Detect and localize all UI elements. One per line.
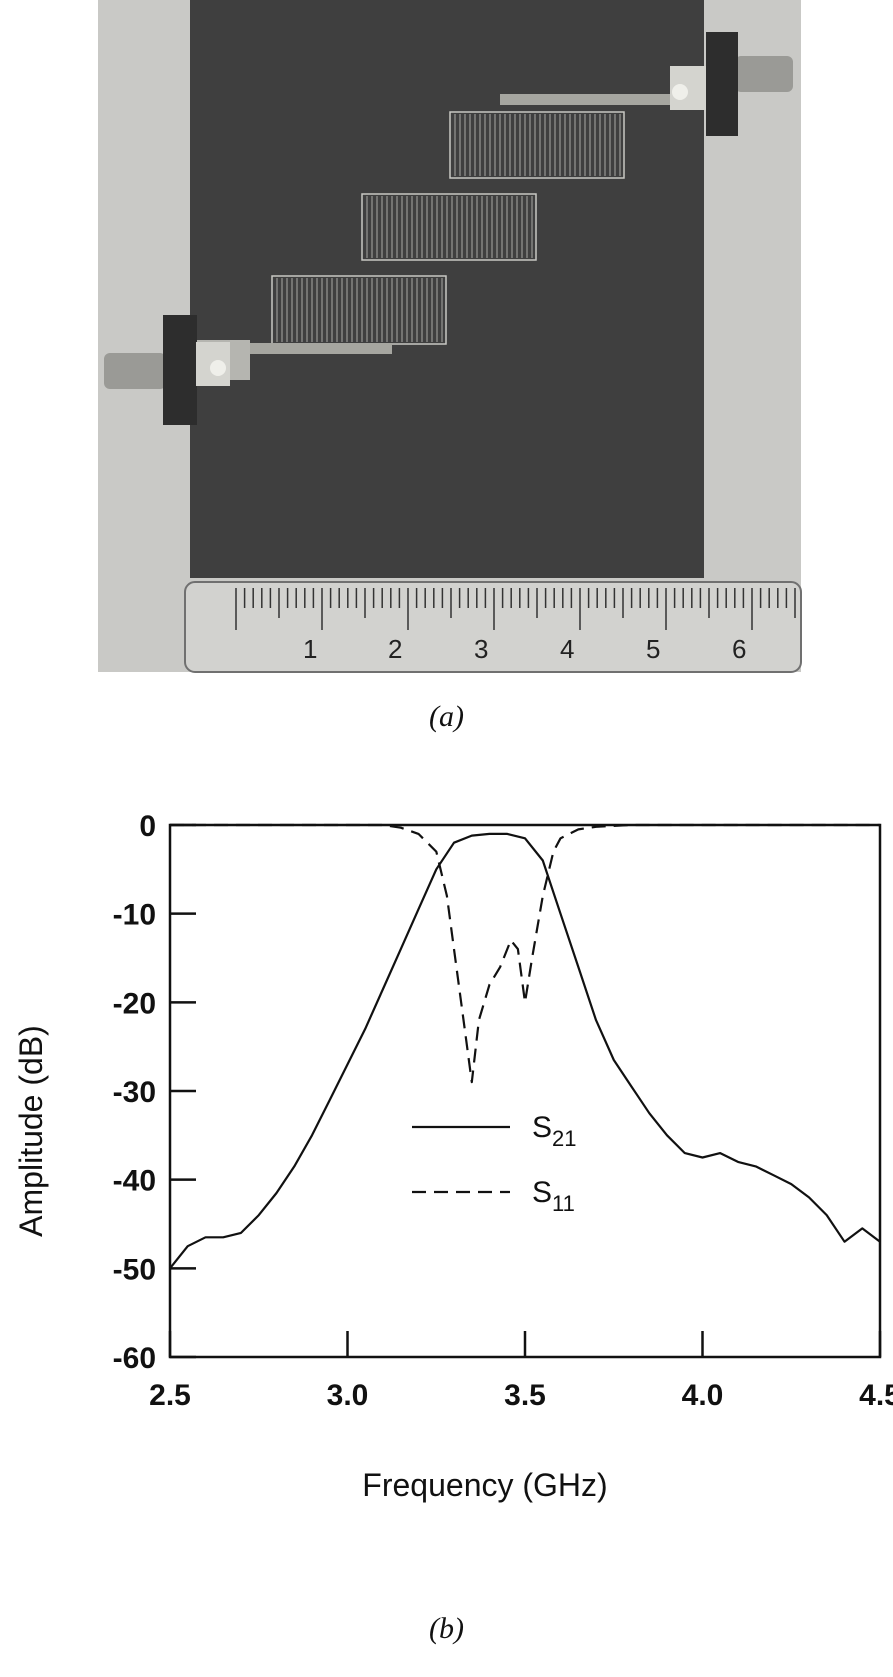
y-tick-label: -30	[113, 1076, 156, 1109]
y-tick-label: -20	[113, 987, 156, 1020]
y-tick-label: -60	[113, 1342, 156, 1375]
plot-border	[168, 823, 882, 1359]
x-axis-ticks: 2.5 3.0 3.5 4.0 4.5	[149, 1331, 893, 1412]
ruler: 1 2 3 4 5 6	[184, 581, 802, 673]
input-sma-connector	[104, 315, 230, 425]
caption-b: (b)	[429, 1612, 464, 1645]
input-feedline	[250, 343, 392, 354]
y-tick-label: 0	[139, 810, 156, 843]
x-tick-label: 3.5	[504, 1379, 546, 1412]
y-axis-ticks: 0 -10 -20 -30 -40 -50 -60	[113, 810, 196, 1375]
ruler-label-1: 1	[303, 634, 317, 664]
y-tick-label: -50	[113, 1253, 156, 1286]
s-parameter-chart: 2.5 3.0 3.5 4.0 4.5 0-10-20-30-40-50-60 S21S…	[13, 810, 893, 1503]
ruler-label-5: 5	[646, 634, 660, 664]
legend-label-s21: S21	[532, 1111, 577, 1151]
series-line-s21	[169, 832, 881, 1269]
resonator-array	[271, 111, 625, 345]
y-axis-title: Amplitude (dB)	[13, 1025, 49, 1237]
resonator-block	[361, 193, 537, 261]
output-feedline	[500, 94, 676, 105]
x-tick-label: 3.0	[327, 1379, 369, 1412]
legend-label-s11: S11	[532, 1176, 575, 1216]
x-tick-label: 4.5	[859, 1379, 893, 1412]
ruler-label-3: 3	[474, 634, 488, 664]
series-layer	[169, 823, 881, 1269]
x-tick-label: 2.5	[149, 1379, 191, 1412]
series-line-s11	[170, 823, 880, 1084]
resonator-block	[449, 111, 625, 179]
x-tick-label: 4.0	[682, 1379, 724, 1412]
output-sma-connector	[670, 32, 793, 136]
y-tick-label: -40	[113, 1165, 156, 1198]
caption-a: (a)	[429, 700, 464, 733]
legend: S21 S11	[412, 1111, 577, 1216]
substrate-board	[190, 0, 704, 578]
plot-frame	[168, 823, 882, 1359]
filter-photograph: 1 2 3 4 5 6	[98, 0, 802, 673]
ruler-label-2: 2	[388, 634, 402, 664]
y-tick-label: -10	[113, 899, 156, 932]
ruler-label-6: 6	[732, 634, 746, 664]
x-axis-title: Frequency (GHz)	[362, 1467, 607, 1503]
ruler-label-4: 4	[560, 634, 574, 664]
